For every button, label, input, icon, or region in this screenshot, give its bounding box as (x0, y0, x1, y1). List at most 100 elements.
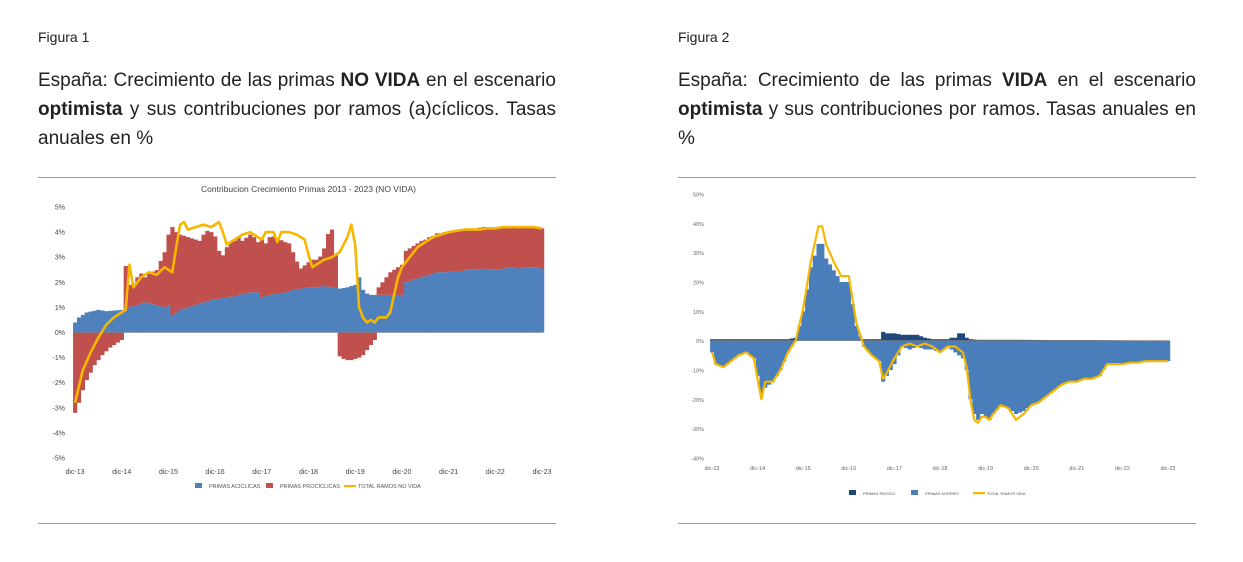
y-tick-label: -20% (691, 398, 704, 404)
primas-ahorro-area (843, 282, 848, 341)
primas-ahorro-area (778, 340, 783, 370)
primas-prociclicas-bar (361, 332, 366, 356)
primas-prociclicas-bar (419, 240, 424, 278)
primas-aciclicas-bar (115, 310, 121, 333)
primas-aciclicas-bar (501, 268, 506, 333)
x-tick-label: dic-19 (978, 466, 993, 472)
primas-riesgo-area (729, 339, 734, 341)
primas-riesgo-area (976, 339, 981, 341)
primas-aciclicas-bar (407, 281, 412, 333)
x-tick-label: dic-21 (1069, 466, 1084, 472)
primas-riesgo-area (725, 339, 730, 341)
x-tick-label: dic-19 (346, 469, 365, 476)
primas-aciclicas-bar (217, 298, 222, 333)
primas-ahorro-area (1033, 340, 1038, 404)
primas-prociclicas-bar (154, 270, 159, 306)
primas-ahorro-area (1036, 340, 1041, 403)
primas-prociclicas-bar (158, 260, 163, 307)
primas-ahorro-area (748, 340, 753, 356)
primas-riesgo-area (991, 339, 996, 341)
primas-prociclicas-bar (508, 227, 514, 268)
primas-ahorro-area (767, 340, 772, 385)
primas-ahorro-area (1166, 340, 1171, 362)
y-tick-label: -10% (691, 369, 704, 375)
primas-aciclicas-bar (333, 287, 338, 333)
primas-aciclicas-bar (446, 271, 451, 333)
primas-prociclicas-bar (462, 230, 467, 271)
primas-prociclicas-bar (458, 230, 463, 272)
primas-riesgo-area (881, 331, 886, 341)
primas-ahorro-area (884, 340, 889, 376)
primas-aciclicas-bar (73, 322, 78, 333)
primas-ahorro-area (1078, 340, 1083, 381)
primas-aciclicas-bar (170, 314, 175, 333)
primas-aciclicas-bar (96, 309, 101, 333)
primas-prociclicas-bar (310, 259, 315, 288)
primas-prociclicas-bar (423, 239, 428, 277)
primas-prociclicas-bar (240, 240, 245, 294)
primas-riesgo-area (938, 339, 943, 341)
primas-prociclicas-bar (236, 237, 241, 295)
primas-aciclicas-bar (255, 292, 261, 333)
primas-riesgo-area (968, 339, 973, 341)
y-tick-label: -40% (691, 457, 704, 463)
primas-aciclicas-bar (403, 282, 409, 333)
figure-2-label: Figura 2 (678, 29, 730, 45)
primas-ahorro-area (782, 340, 787, 362)
primas-aciclicas-bar (372, 294, 377, 333)
primas-prociclicas-bar (271, 236, 276, 295)
primas-ahorro-area (972, 340, 977, 414)
primas-riesgo-area (995, 339, 1000, 341)
y-tick-label: 4% (55, 230, 65, 237)
x-tick-label: dic-18 (933, 466, 948, 472)
primas-riesgo-area (915, 334, 920, 341)
primas-prociclicas-bar (104, 332, 109, 352)
primas-prociclicas-bar (220, 255, 226, 298)
primas-aciclicas-bar (143, 302, 148, 333)
primas-prociclicas-bar (298, 268, 303, 289)
primas-prociclicas-bar (287, 243, 292, 292)
primas-aciclicas-bar (92, 310, 97, 333)
y-tick-label: -3% (53, 405, 65, 412)
primas-riesgo-area (740, 339, 745, 341)
primas-riesgo-area (736, 339, 741, 341)
primas-ahorro-area (979, 340, 984, 414)
primas-riesgo-area (1033, 339, 1038, 341)
primas-ahorro-area (1006, 340, 1011, 409)
primas-ahorro-area (835, 276, 840, 341)
primas-prociclicas-bar (470, 228, 475, 270)
primas-aciclicas-bar (162, 307, 167, 333)
primas-aciclicas-bar (368, 294, 374, 333)
primas-prociclicas-bar (380, 282, 385, 295)
primas-aciclicas-bar (252, 292, 257, 333)
primas-riesgo-area (862, 339, 867, 341)
primas-prociclicas-bar (131, 283, 136, 307)
primas-ahorro-area (900, 340, 905, 347)
y-tick-label: 50% (693, 193, 704, 199)
primas-ahorro-area (1014, 340, 1019, 414)
y-tick-label: 2% (55, 280, 65, 287)
primas-aciclicas-bar (458, 271, 463, 333)
primas-prociclicas-bar (283, 242, 288, 293)
x-tick-label: dic-23 (532, 469, 551, 476)
primas-riesgo-area (896, 334, 901, 341)
primas-ahorro-area (949, 340, 954, 350)
top-rule (678, 177, 1196, 178)
primas-ahorro-area (1040, 340, 1045, 400)
primas-ahorro-area (827, 264, 832, 341)
primas-ahorro-area (998, 340, 1003, 406)
primas-ahorro-area (717, 340, 722, 366)
primas-aciclicas-bar (540, 268, 545, 333)
legend-label: PRIMAS ACÍCLICAS (209, 483, 261, 490)
primas-prociclicas-bar (84, 332, 89, 381)
legend-label: PRIMAS RIESGO (863, 491, 895, 496)
primas-aciclicas-bar (520, 267, 525, 333)
primas-aciclicas-bar (279, 292, 284, 333)
primas-ahorro-area (1120, 340, 1125, 365)
primas-prociclicas-bar (279, 240, 284, 293)
primas-ahorro-area (854, 326, 859, 341)
primas-aciclicas-bar (508, 267, 514, 333)
primas-aciclicas-bar (197, 303, 202, 333)
primas-prociclicas-bar (349, 332, 354, 361)
x-tick-label: dic-20 (1024, 466, 1039, 472)
